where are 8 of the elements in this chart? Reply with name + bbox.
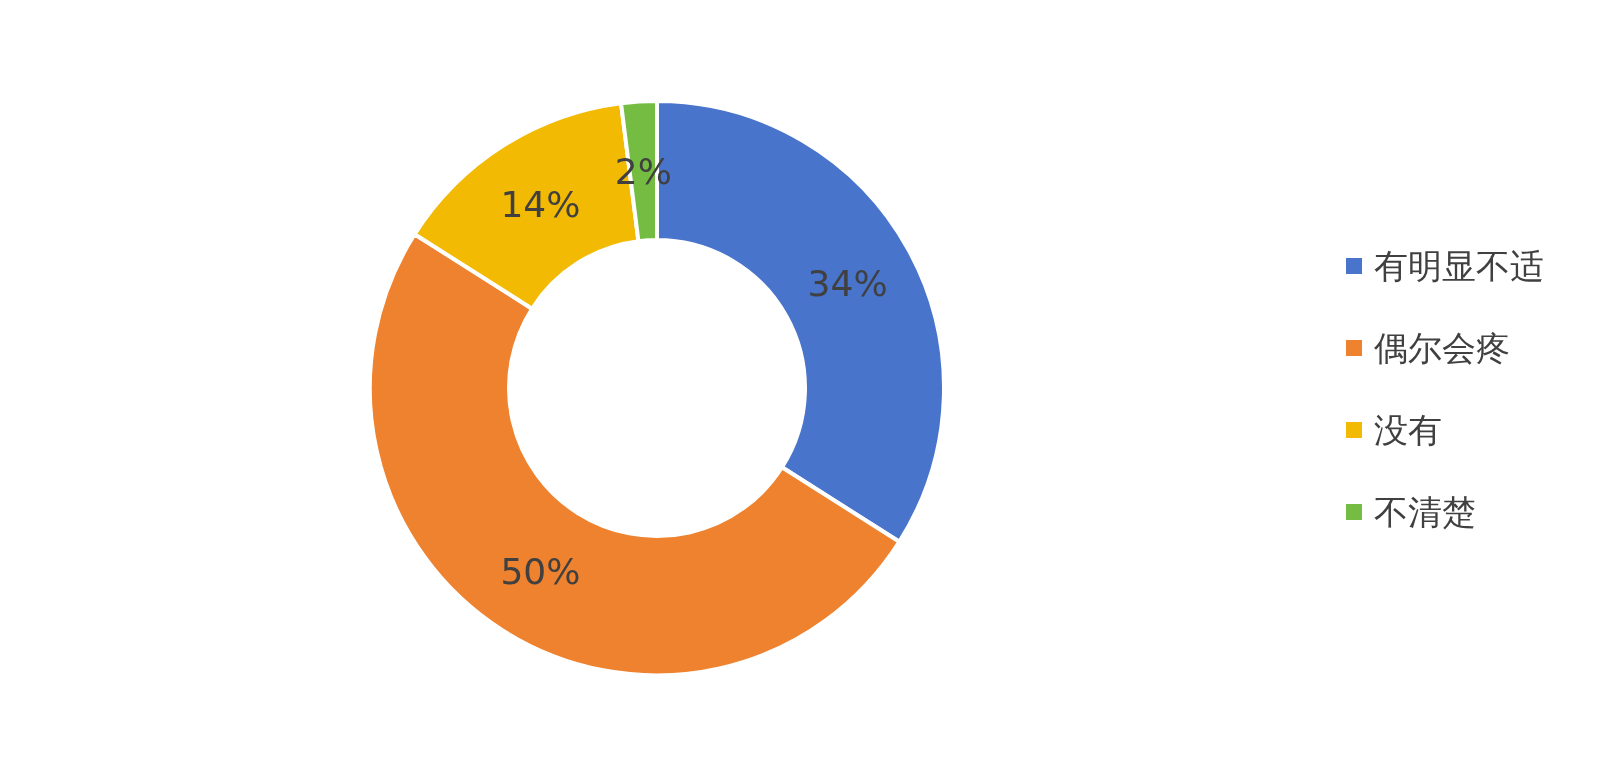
legend-label: 不清楚 bbox=[1374, 491, 1476, 532]
data-label: 2% bbox=[614, 150, 672, 192]
data-label: 14% bbox=[500, 183, 581, 225]
data-label: 50% bbox=[500, 551, 581, 593]
legend-label: 偶尔会疼 bbox=[1374, 327, 1510, 368]
legend-label: 有明显不适 bbox=[1374, 245, 1544, 286]
data-label: 34% bbox=[807, 262, 888, 304]
legend-label: 没有 bbox=[1374, 409, 1442, 450]
